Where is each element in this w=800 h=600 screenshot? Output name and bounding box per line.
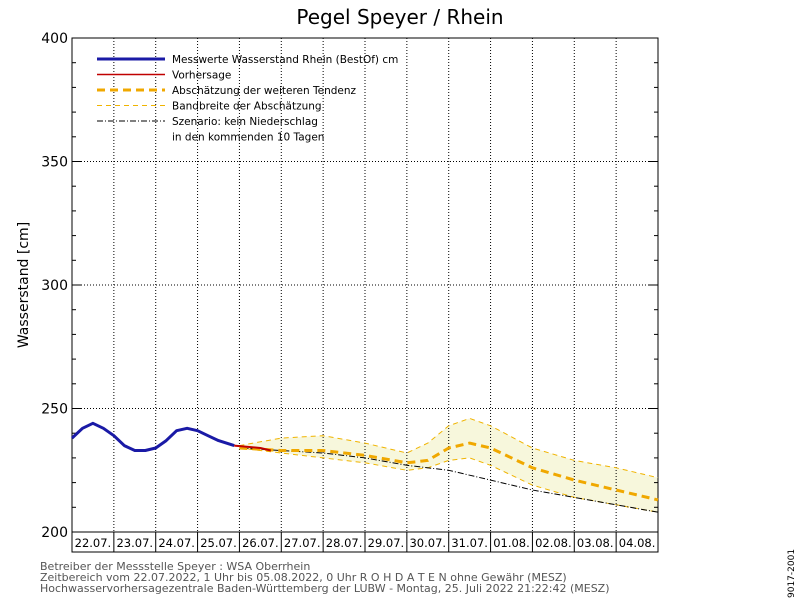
- x-tick-label: 02.08.: [535, 536, 572, 550]
- series-band-lower: [239, 447, 659, 513]
- footer-operator: Betreiber der Messstelle Speyer : WSA Ob…: [40, 560, 310, 573]
- uncertainty-band-fill: [239, 418, 658, 513]
- legend-label: Szenario: kein Niederschlag: [172, 116, 318, 128]
- x-tick-label: 04.08.: [619, 536, 656, 550]
- y-axis-label: Wasserstand [cm]: [16, 222, 32, 348]
- legend-label: in den kommenden 10 Tagen: [172, 132, 324, 144]
- x-tick-label: 28.07.: [326, 536, 363, 550]
- chart-title: Pegel Speyer / Rhein: [296, 5, 503, 29]
- series-trend-estimate: [239, 441, 659, 502]
- y-tick-label: 300: [41, 278, 68, 294]
- x-tick-label: 22.07.: [75, 536, 112, 550]
- y-tick-label: 350: [41, 155, 68, 171]
- x-tick-label: 30.07.: [409, 536, 446, 550]
- footer-time-range: Zeitbereich vom 22.07.2022, 1 Uhr bis 05…: [40, 571, 567, 584]
- plot-area: 200 250 300 350 400 22.07. 23.07. 24.07. 25.07. 2…: [41, 31, 659, 553]
- x-tick-label: 31.07.: [451, 536, 488, 550]
- x-tick-label: 01.08.: [493, 536, 530, 550]
- series-band-upper: [239, 417, 659, 479]
- y-tick-label: 200: [41, 525, 68, 541]
- x-tick-label: 27.07.: [284, 536, 321, 550]
- series-measured-water-level: [70, 421, 235, 452]
- legend-label: Vorhersage: [172, 70, 231, 82]
- x-tick-label: 26.07.: [242, 536, 279, 550]
- series-forecast: [234, 444, 272, 452]
- y-tick-label: 250: [41, 402, 68, 418]
- legend-label: Messwerte Wasserstand Rhein (BestOf) cm: [172, 54, 398, 66]
- x-tick-label: 24.07.: [158, 536, 195, 550]
- legend-label: Bandbreite der Abschätzung: [172, 101, 322, 113]
- x-tick-label: 03.08.: [577, 536, 614, 550]
- x-tick-label: 23.07.: [116, 536, 153, 550]
- footer-source: Hochwasservorhersagezentrale Baden-Württ…: [40, 582, 610, 595]
- series-no-precipitation: [239, 447, 659, 513]
- x-tick-label: 29.07.: [368, 536, 405, 550]
- x-tick-label: 25.07.: [200, 536, 237, 550]
- legend: Messwerte Wasserstand Rhein (BestOf) cm V…: [97, 54, 398, 144]
- legend-label: Abschätzung der weiteren Tendenz: [172, 85, 357, 97]
- y-tick-label: 400: [41, 31, 68, 47]
- side-code: 9017-2001: [787, 549, 797, 598]
